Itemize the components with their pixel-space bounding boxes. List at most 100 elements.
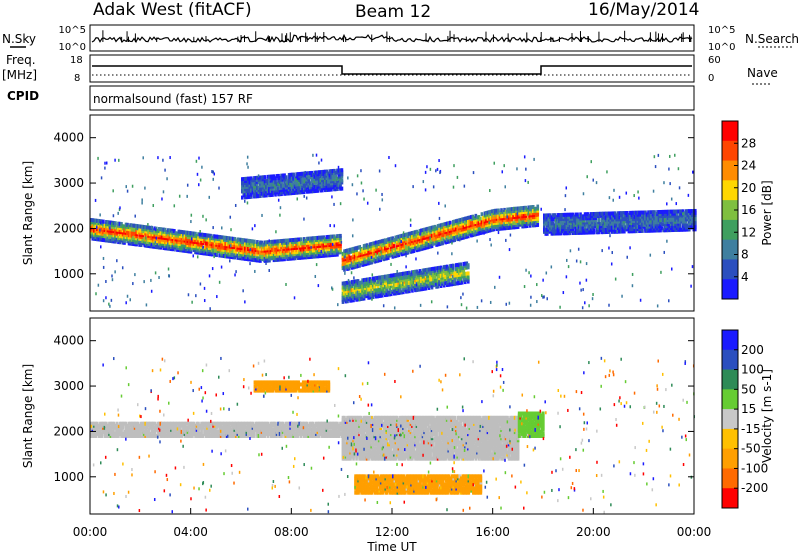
power-speckle	[536, 283, 538, 286]
power-speckle	[679, 186, 681, 189]
power-speckle	[312, 154, 314, 157]
power-speckle	[201, 166, 203, 169]
power-speckle	[676, 202, 678, 205]
power-speckle	[601, 249, 603, 252]
power-speckle	[150, 279, 152, 282]
power-speckle	[412, 270, 414, 273]
power-speckle	[546, 271, 548, 274]
freq-label: Freq.	[6, 53, 36, 67]
power-speckle	[350, 281, 352, 284]
freq-panel: 18 8 60 0	[70, 55, 721, 84]
power-speckle	[213, 255, 215, 258]
power-speckle	[528, 211, 530, 214]
power-speckle	[509, 302, 511, 305]
power-speckle	[570, 249, 572, 252]
power-speckle	[592, 297, 594, 300]
power-speckle	[97, 157, 99, 160]
power-speckle	[277, 183, 279, 186]
power-cell	[479, 217, 482, 221]
power-speckle	[264, 180, 266, 183]
power-speckle	[315, 275, 317, 278]
power-speckle	[400, 240, 402, 243]
power-speckle	[476, 240, 478, 243]
power-speckle	[647, 217, 649, 220]
power-speckle	[151, 243, 153, 246]
power-speckle	[528, 271, 530, 274]
power-speckle	[460, 296, 462, 299]
power-speckle	[405, 254, 407, 257]
power-speckle	[254, 224, 256, 227]
power-speckle	[580, 260, 582, 263]
power-speckle	[209, 307, 211, 310]
power-speckle	[295, 178, 297, 181]
power-speckle	[218, 187, 220, 190]
power-speckle	[434, 228, 436, 231]
power-speckle	[525, 269, 527, 272]
power-speckle	[190, 232, 192, 235]
power-speckle	[105, 296, 107, 299]
noise-rtick-top: 10^5	[708, 25, 735, 36]
power-speckle	[275, 230, 277, 233]
power-speckle	[517, 212, 519, 215]
power-speckle	[278, 199, 280, 202]
power-speckle	[348, 279, 350, 282]
power-speckle	[559, 306, 561, 309]
power-speckle	[196, 160, 198, 163]
noise-tick-top: 10^5	[59, 25, 86, 36]
power-cell	[114, 221, 117, 225]
power-speckle	[134, 215, 136, 218]
mhz-label: [MHz]	[2, 68, 37, 82]
power-speckle	[488, 221, 490, 224]
power-cell	[536, 205, 539, 209]
power-speckle	[438, 202, 440, 205]
power-speckle	[111, 299, 113, 302]
power-speckle	[316, 263, 318, 266]
power-speckle	[286, 245, 288, 248]
power-speckle	[506, 215, 508, 218]
power-speckle	[303, 195, 305, 198]
power-speckle	[161, 197, 163, 200]
power-speckle	[103, 257, 105, 260]
power-speckle	[383, 304, 385, 307]
cpid-label: CPID	[7, 89, 39, 103]
power-speckle	[499, 276, 501, 279]
power-speckle	[310, 246, 312, 249]
power-speckle	[566, 186, 568, 189]
power-cell	[292, 173, 295, 177]
power-speckle	[596, 181, 598, 184]
power-speckle	[168, 268, 170, 271]
power-speckle	[352, 218, 354, 221]
power-speckle	[447, 280, 449, 283]
power-speckle	[179, 195, 181, 198]
power-speckle	[494, 212, 496, 215]
power-speckle	[664, 251, 666, 254]
power-speckle	[363, 198, 365, 201]
power-speckle	[621, 295, 623, 298]
power-speckle	[632, 273, 634, 276]
power-speckle	[116, 259, 118, 262]
power-speckle	[597, 225, 599, 228]
power-speckle	[502, 170, 504, 173]
power-speckle	[316, 154, 318, 157]
power-speckle	[524, 155, 526, 158]
power-speckle	[347, 176, 349, 179]
power-speckle	[163, 190, 165, 193]
nave-tick-top: 60	[708, 55, 721, 66]
power-speckle	[141, 201, 143, 204]
power-speckle	[592, 293, 594, 296]
noise-rtick-bottom: 10^0	[708, 42, 735, 53]
power-speckle	[111, 274, 113, 277]
power-speckle	[306, 197, 308, 200]
power-speckle	[100, 245, 102, 248]
power-speckle	[467, 263, 469, 266]
power-speckle	[682, 212, 684, 215]
power-speckle	[145, 237, 147, 240]
power-speckle	[174, 204, 176, 207]
power-cell	[593, 228, 596, 232]
power-speckle	[375, 241, 377, 244]
power-speckle	[357, 291, 359, 294]
power-speckle	[112, 189, 114, 192]
power-speckle	[566, 275, 568, 278]
power-speckle	[244, 200, 246, 203]
